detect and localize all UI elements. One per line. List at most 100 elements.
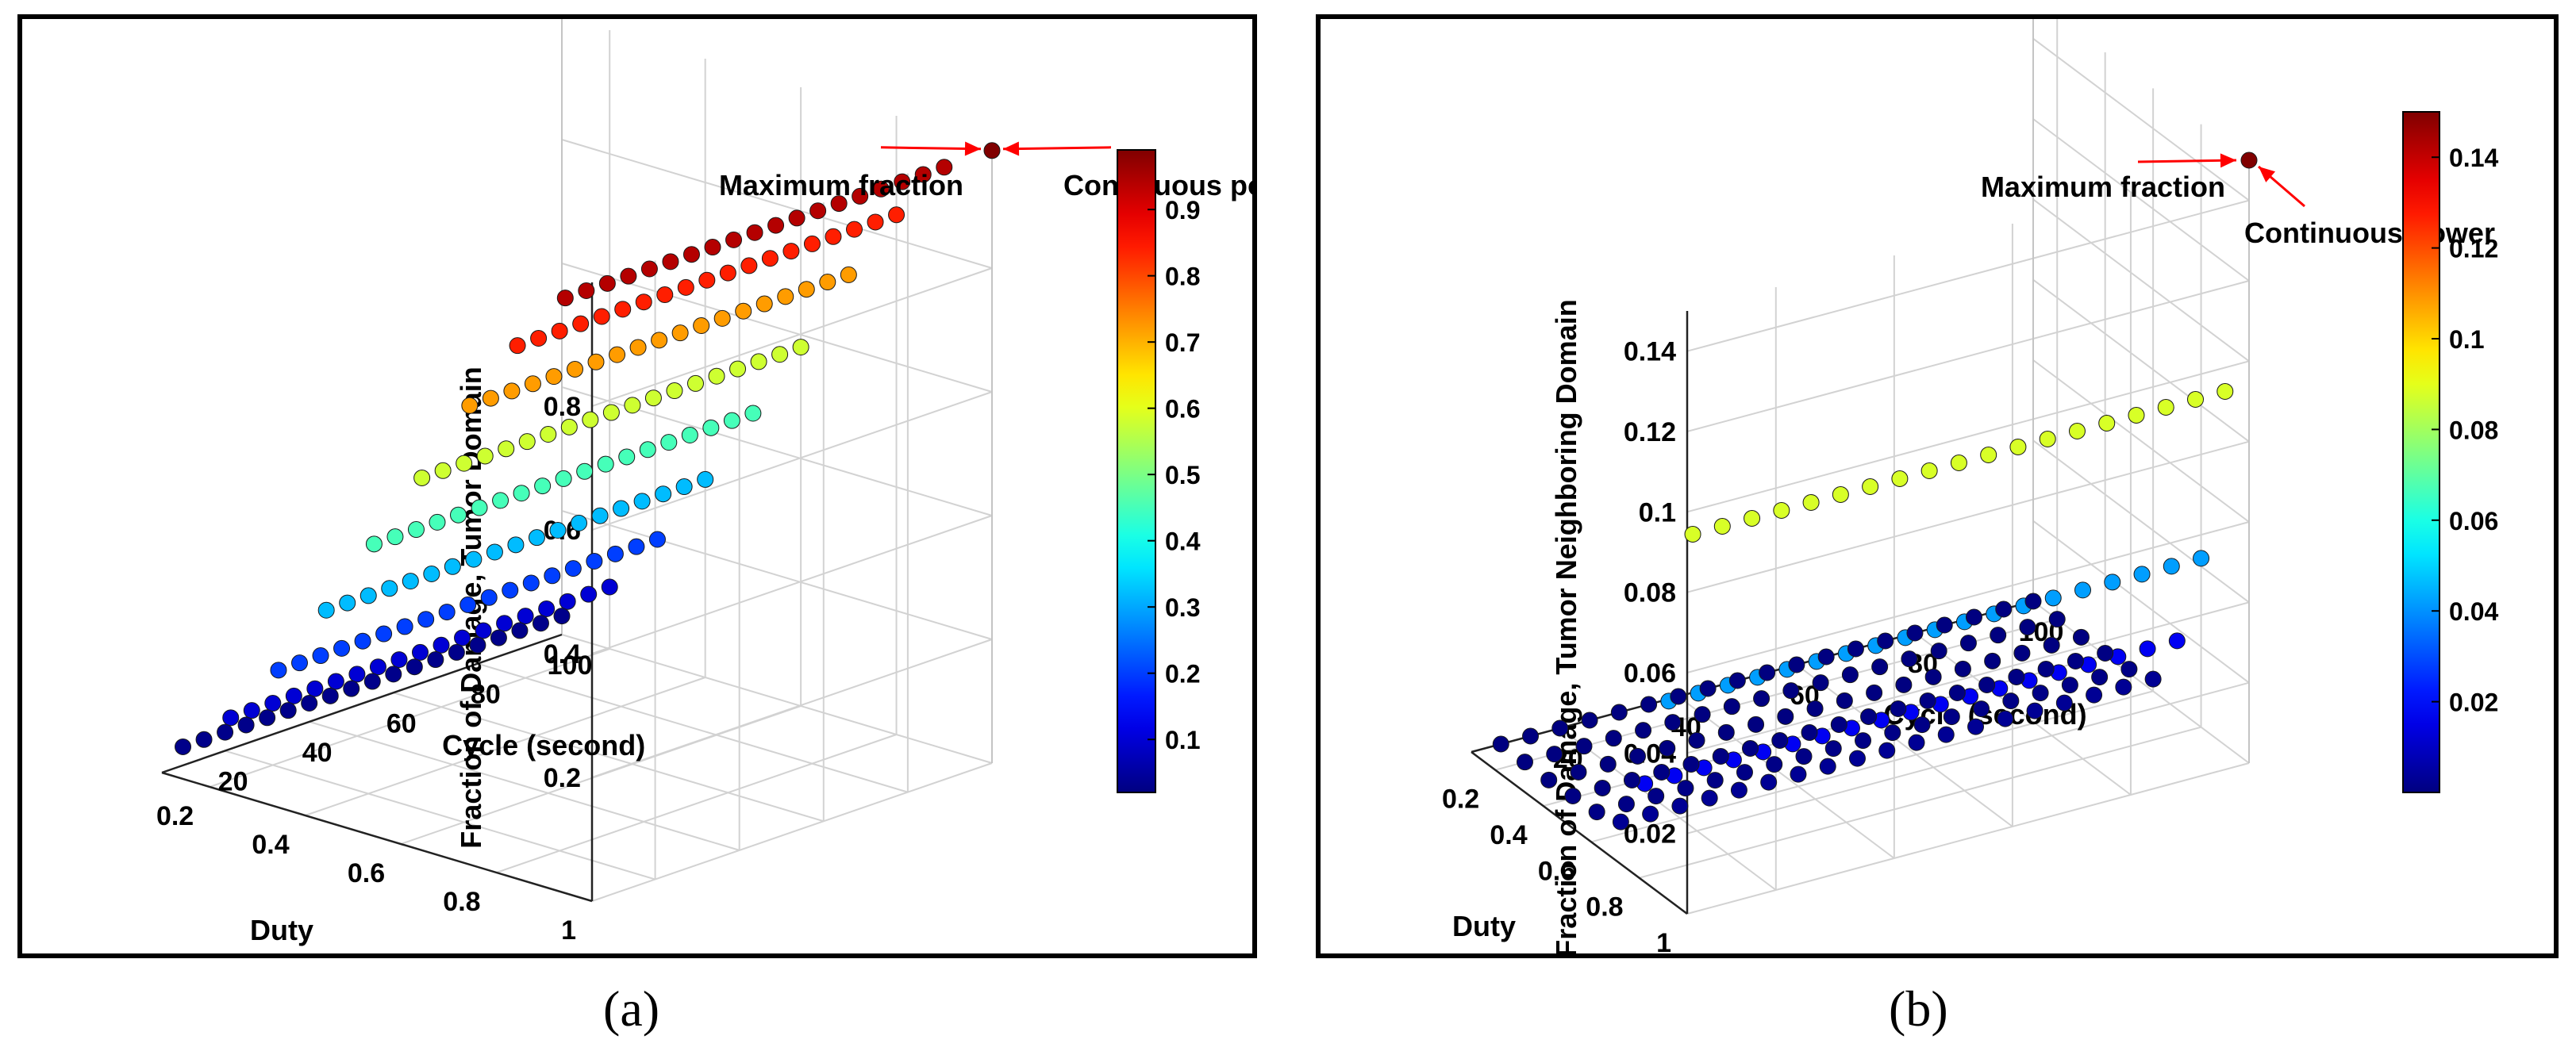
data-point	[502, 581, 519, 599]
data-point	[1943, 708, 1960, 726]
data-point	[635, 293, 652, 311]
data-point	[406, 658, 423, 676]
data-point	[639, 441, 656, 458]
data-point	[1954, 660, 1971, 677]
data-point	[2044, 589, 2062, 607]
data-point	[1575, 738, 1593, 755]
continuous-power-arrow-head	[2259, 167, 2276, 182]
data-point	[1959, 635, 1977, 652]
x-tick-label: 20	[218, 767, 248, 797]
annotations: Maximum fraction Continuous power	[1981, 153, 2495, 249]
data-point	[1855, 732, 1872, 750]
data-point	[1492, 735, 1509, 753]
data-point	[1612, 813, 1629, 831]
data-point	[476, 447, 494, 465]
data-point	[438, 604, 456, 621]
colorbar-tick-label: 0.7	[1165, 328, 1200, 357]
data-point	[1980, 446, 1997, 463]
data-point	[1801, 723, 1818, 741]
data-point	[1950, 454, 1967, 471]
data-point	[2133, 566, 2151, 583]
data-point	[702, 419, 720, 436]
data-point	[1871, 658, 1889, 676]
data-point	[2074, 581, 2092, 599]
data-point	[486, 543, 503, 561]
z-tick-label: 0.2	[544, 763, 581, 793]
colorbar-tick-label: 0.1	[1165, 726, 1200, 754]
annotation-max-fraction: Maximum fraction	[1981, 171, 2225, 203]
data-point	[2097, 644, 2114, 662]
floor-grid-y	[1686, 762, 2250, 915]
data-point	[1747, 715, 1765, 733]
data-point	[2086, 686, 2103, 704]
data-point	[698, 271, 716, 289]
data-point	[746, 224, 763, 241]
colorbar-bar	[1117, 149, 1156, 793]
data-point	[411, 643, 429, 661]
data-point	[767, 217, 785, 234]
data-point	[1670, 688, 1687, 705]
data-point	[492, 492, 509, 509]
data-point	[761, 250, 779, 267]
data-point	[1723, 698, 1740, 715]
data-point	[1635, 722, 1652, 739]
data-point	[434, 462, 452, 479]
side-wall-grid	[2032, 439, 2250, 604]
z-axis-label: Fraction of Damage, Tumor Neighboring Do…	[1550, 299, 1582, 953]
data-point	[662, 253, 679, 270]
side-wall-grid	[2032, 118, 2250, 282]
data-point	[524, 375, 541, 393]
data-point	[656, 286, 674, 304]
floor-grid-x	[309, 720, 740, 851]
data-point	[2168, 632, 2186, 650]
data-point	[719, 264, 736, 282]
x-axis-label: Cycle (second)	[442, 729, 645, 762]
data-point	[423, 565, 440, 582]
data-point	[1884, 724, 1901, 742]
data-point	[1551, 719, 1569, 737]
data-point	[655, 485, 672, 503]
data-point	[1836, 692, 1853, 709]
annotation-continuous-power: Continuous power	[2244, 217, 2495, 249]
data-point	[660, 434, 678, 451]
data-point	[1516, 754, 1533, 771]
back-wall-grid	[591, 639, 993, 778]
data-point	[1684, 525, 1701, 543]
data-point	[1730, 781, 1747, 799]
data-point	[591, 507, 609, 524]
side-wall-grid	[2032, 37, 2250, 201]
data-point	[1753, 690, 1771, 708]
max-fraction-arrow-head	[2220, 153, 2236, 168]
data-point	[1930, 643, 1947, 660]
data-point	[1640, 696, 1658, 713]
data-point	[1777, 708, 1794, 725]
data-point	[381, 580, 398, 597]
data-point	[2120, 661, 2138, 678]
floor-grid-x	[1678, 696, 1895, 859]
data-point	[433, 636, 450, 654]
back-wall-grid	[1686, 280, 2250, 432]
data-point	[1759, 664, 1776, 681]
data-point	[1623, 771, 1640, 788]
data-point	[386, 528, 404, 546]
data-point	[1610, 704, 1628, 721]
data-point	[936, 159, 953, 176]
data-point	[628, 538, 645, 555]
chart-panel-a: 20 40 60 80 100 0.2 0.4 0.6 0.8 1 0.2 0.4 0.6 0.8 Cycl…	[17, 14, 1257, 958]
data-point	[259, 709, 276, 727]
annotations: Maximum fraction Continuous power	[719, 141, 1252, 201]
data-point	[697, 470, 714, 488]
data-point	[1653, 763, 1671, 781]
data-point	[846, 221, 863, 238]
data-point	[1760, 773, 1778, 791]
data-point	[629, 339, 647, 356]
data-point	[465, 551, 483, 568]
data-point	[1682, 755, 1700, 773]
data-point	[498, 440, 515, 458]
data-point	[363, 673, 381, 690]
data-point	[2193, 550, 2210, 567]
continuous-power-arrow	[1002, 146, 1112, 151]
data-point	[1948, 684, 1966, 701]
data-point	[798, 281, 815, 298]
data-point	[343, 680, 360, 697]
